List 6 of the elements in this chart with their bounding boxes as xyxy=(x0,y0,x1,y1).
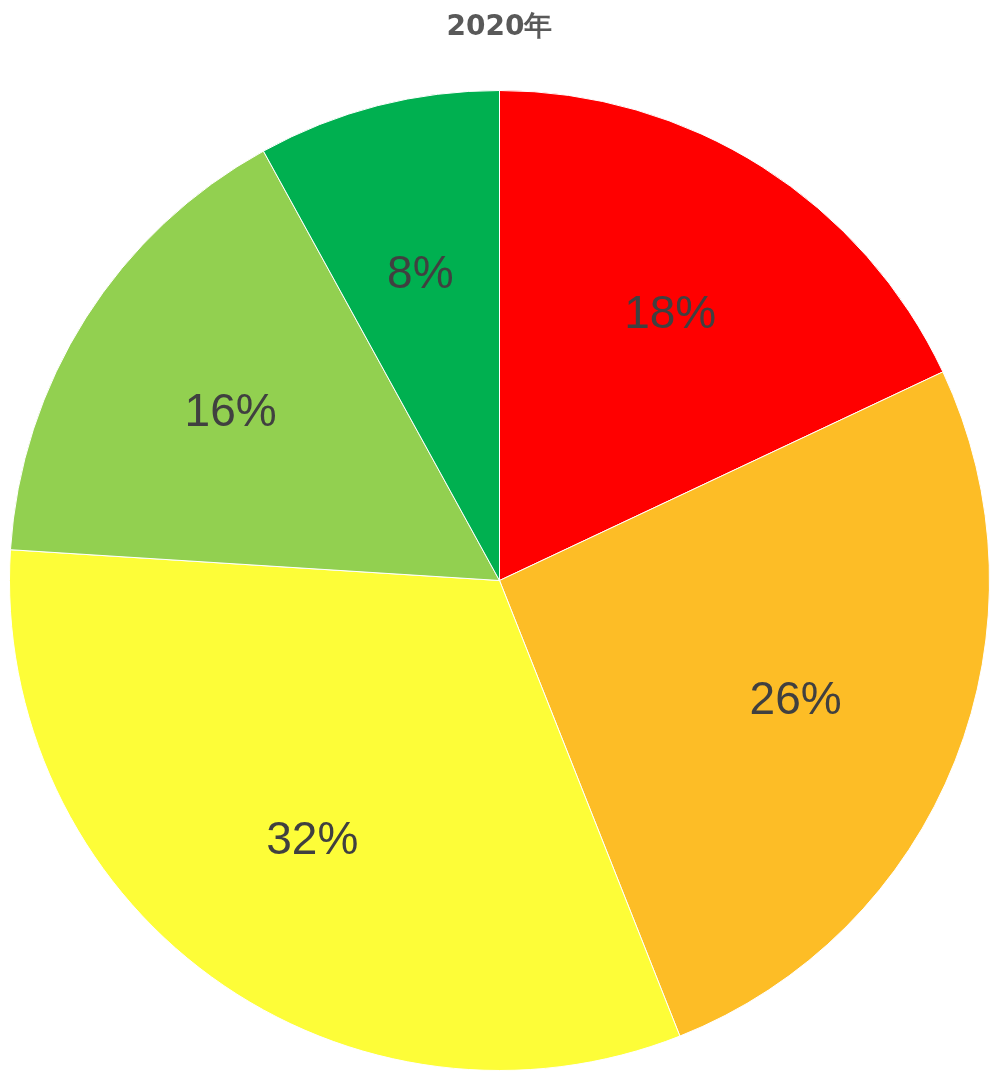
data-label: 32% xyxy=(266,812,359,865)
data-label: 16% xyxy=(184,383,277,436)
chart-title: 2020年 xyxy=(446,9,553,42)
data-label: 18% xyxy=(624,285,717,338)
data-label: 8% xyxy=(387,246,454,299)
data-label: 26% xyxy=(749,671,842,724)
